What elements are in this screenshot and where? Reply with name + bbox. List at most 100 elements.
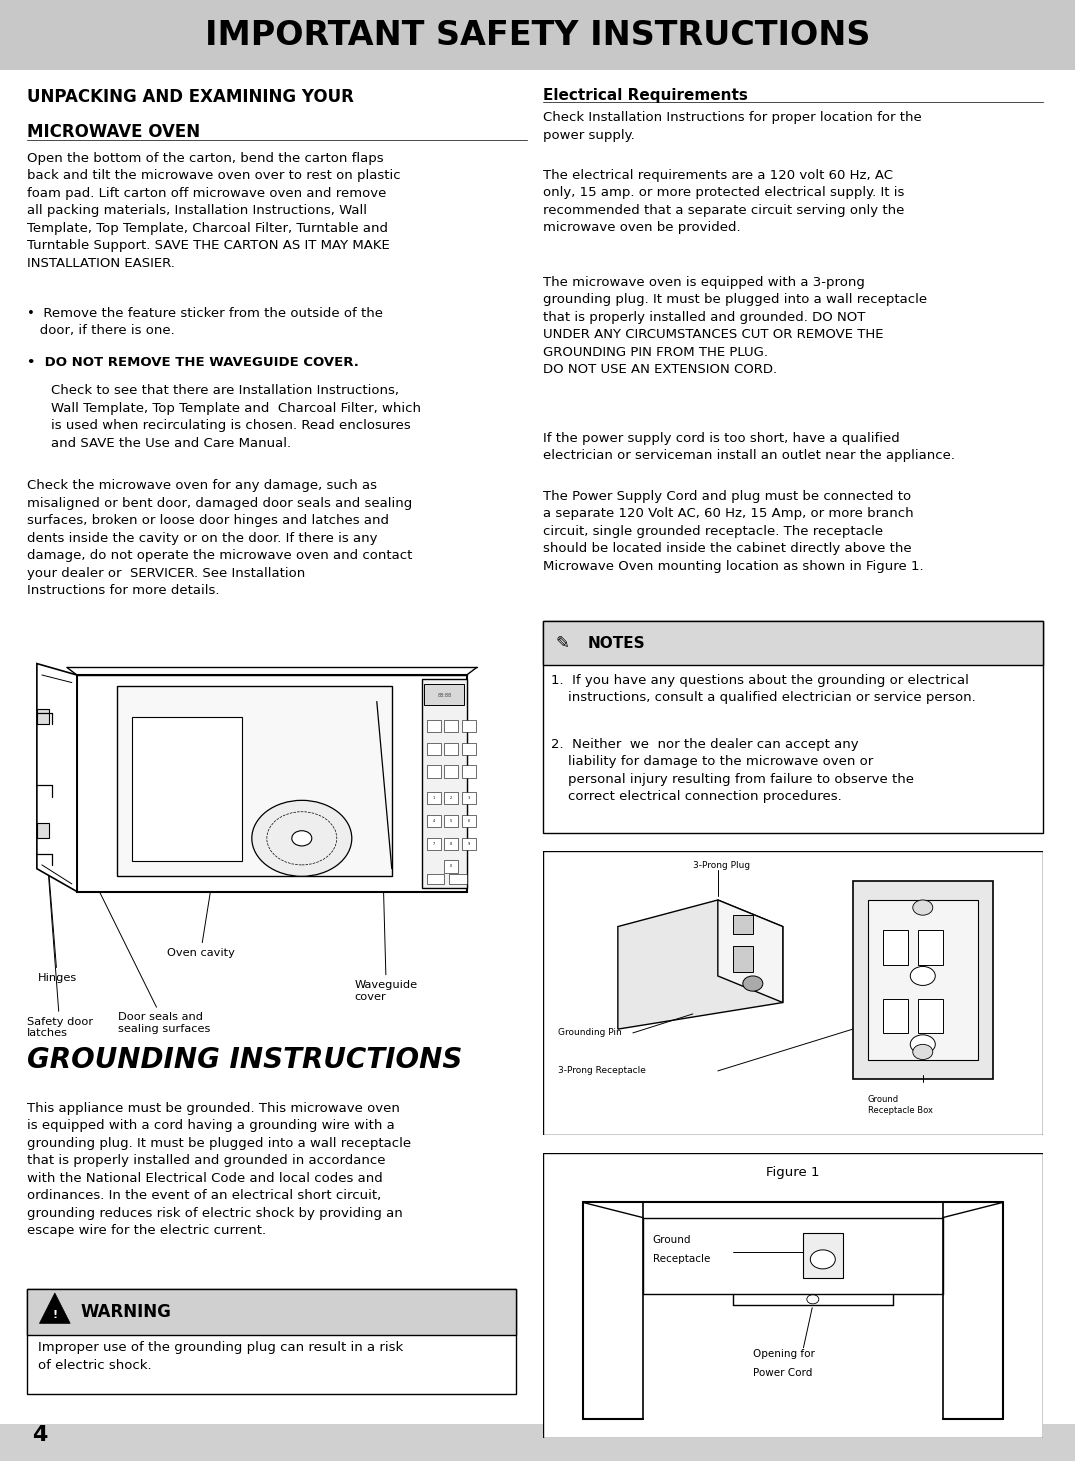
- Text: 88:88: 88:88: [438, 694, 452, 698]
- Bar: [803, 1233, 843, 1278]
- Text: NOTES: NOTES: [588, 636, 646, 650]
- Text: 2.  Neither  we  nor the dealer can accept any
    liability for damage to the m: 2. Neither we nor the dealer can accept …: [551, 738, 915, 804]
- Bar: [733, 915, 752, 934]
- Text: 5: 5: [450, 818, 453, 823]
- Bar: [462, 742, 476, 755]
- Bar: [427, 815, 441, 827]
- Bar: [427, 742, 441, 755]
- Bar: [543, 621, 1043, 833]
- Bar: [444, 815, 458, 827]
- Bar: [444, 861, 458, 872]
- Bar: [421, 679, 467, 888]
- Bar: [462, 792, 476, 804]
- Text: 4: 4: [32, 1424, 47, 1445]
- Text: 3: 3: [468, 796, 470, 801]
- Bar: [132, 717, 242, 861]
- Bar: [868, 900, 978, 1059]
- Text: The Power Supply Cord and plug must be connected to
a separate 120 Volt AC, 60 H: The Power Supply Cord and plug must be c…: [543, 489, 923, 573]
- Bar: [462, 720, 476, 732]
- Text: Hinges: Hinges: [38, 787, 77, 983]
- Text: UNPACKING AND EXAMINING YOUR: UNPACKING AND EXAMINING YOUR: [27, 88, 354, 105]
- Text: MICROWAVE OVEN: MICROWAVE OVEN: [27, 123, 200, 140]
- Text: 3-Prong Plug: 3-Prong Plug: [692, 862, 750, 871]
- Bar: [883, 931, 907, 964]
- Text: Safety door
latches: Safety door latches: [27, 856, 94, 1039]
- Circle shape: [743, 976, 763, 991]
- Bar: [444, 742, 458, 755]
- Bar: [444, 837, 458, 850]
- Text: Receptacle: Receptacle: [653, 1255, 711, 1264]
- Bar: [0, 1424, 1075, 1461]
- Bar: [444, 792, 458, 804]
- Text: !: !: [53, 1311, 57, 1319]
- Text: 2: 2: [450, 796, 453, 801]
- Text: The electrical requirements are a 120 volt 60 Hz, AC
only, 15 amp. or more prote: The electrical requirements are a 120 vo…: [543, 169, 904, 234]
- Text: If the power supply cord is too short, have a qualified
electrician or servicema: If the power supply cord is too short, h…: [543, 432, 955, 462]
- Bar: [462, 837, 476, 850]
- Text: Ground: Ground: [653, 1236, 691, 1245]
- Text: Opening for: Opening for: [752, 1350, 815, 1359]
- Text: 6: 6: [468, 818, 470, 823]
- Circle shape: [911, 1034, 935, 1053]
- Text: Open the bottom of the carton, bend the carton flaps
back and tilt the microwave: Open the bottom of the carton, bend the …: [27, 152, 401, 270]
- Bar: [427, 837, 441, 850]
- Text: IMPORTANT SAFETY INSTRUCTIONS: IMPORTANT SAFETY INSTRUCTIONS: [205, 19, 870, 51]
- Text: Oven cavity: Oven cavity: [167, 792, 234, 958]
- Bar: [444, 720, 458, 732]
- Text: Waveguide
cover: Waveguide cover: [355, 830, 418, 1002]
- Circle shape: [911, 967, 935, 986]
- Circle shape: [807, 1294, 819, 1303]
- Bar: [427, 792, 441, 804]
- Bar: [117, 687, 391, 877]
- Text: 1: 1: [432, 796, 435, 801]
- Bar: [883, 999, 907, 1033]
- Text: 1.  If you have any questions about the grounding or electrical
    instructions: 1. If you have any questions about the g…: [551, 674, 976, 704]
- Text: 8: 8: [450, 842, 453, 846]
- Bar: [733, 945, 752, 972]
- Text: 4: 4: [432, 818, 435, 823]
- Text: •  Remove the feature sticker from the outside of the
   door, if there is one.: • Remove the feature sticker from the ou…: [27, 307, 383, 337]
- Text: 7: 7: [432, 842, 435, 846]
- Bar: [918, 999, 943, 1033]
- Text: ✎: ✎: [556, 634, 569, 652]
- Text: GROUNDING INSTRUCTIONS: GROUNDING INSTRUCTIONS: [27, 1046, 462, 1074]
- Circle shape: [252, 801, 352, 877]
- Circle shape: [913, 900, 933, 915]
- Circle shape: [291, 831, 312, 846]
- Bar: [918, 931, 943, 964]
- Bar: [462, 815, 476, 827]
- Bar: [37, 709, 49, 725]
- Text: This appliance must be grounded. This microwave oven
is equipped with a cord hav: This appliance must be grounded. This mi…: [27, 1102, 411, 1237]
- Polygon shape: [618, 900, 783, 1029]
- Text: Check to see that there are Installation Instructions,
Wall Template, Top Templa: Check to see that there are Installation…: [51, 384, 420, 450]
- Polygon shape: [718, 900, 783, 1002]
- Circle shape: [811, 1251, 835, 1268]
- Text: Check the microwave oven for any damage, such as
misaligned or bent door, damage: Check the microwave oven for any damage,…: [27, 479, 412, 598]
- Text: Ground
Receptacle Box: Ground Receptacle Box: [868, 1096, 933, 1115]
- Bar: [444, 766, 458, 777]
- Polygon shape: [40, 1293, 70, 1324]
- Text: Power Cord: Power Cord: [752, 1369, 813, 1378]
- Circle shape: [913, 1045, 933, 1059]
- Bar: [543, 621, 1043, 665]
- Bar: [427, 766, 441, 777]
- Text: The microwave oven is equipped with a 3-prong
grounding plug. It must be plugged: The microwave oven is equipped with a 3-…: [543, 276, 927, 377]
- Text: Electrical Requirements: Electrical Requirements: [543, 88, 748, 102]
- Bar: [27, 1289, 516, 1394]
- Text: •  DO NOT REMOVE THE WAVEGUIDE COVER.: • DO NOT REMOVE THE WAVEGUIDE COVER.: [27, 356, 359, 370]
- Bar: [0, 0, 1075, 70]
- Text: 9: 9: [468, 842, 470, 846]
- Text: WARNING: WARNING: [81, 1303, 172, 1321]
- Bar: [449, 874, 467, 884]
- Text: 3-Prong Receptacle: 3-Prong Receptacle: [558, 1067, 646, 1075]
- Bar: [27, 1289, 516, 1335]
- Polygon shape: [37, 663, 77, 891]
- Bar: [852, 881, 993, 1078]
- Text: Door seals and
sealing surfaces: Door seals and sealing surfaces: [78, 849, 211, 1034]
- Text: Improper use of the grounding plug can result in a risk
of electric shock.: Improper use of the grounding plug can r…: [38, 1341, 403, 1372]
- Bar: [427, 720, 441, 732]
- Bar: [462, 766, 476, 777]
- Bar: [37, 823, 49, 839]
- Text: Figure 1: Figure 1: [766, 1166, 819, 1179]
- Text: 0: 0: [450, 865, 453, 868]
